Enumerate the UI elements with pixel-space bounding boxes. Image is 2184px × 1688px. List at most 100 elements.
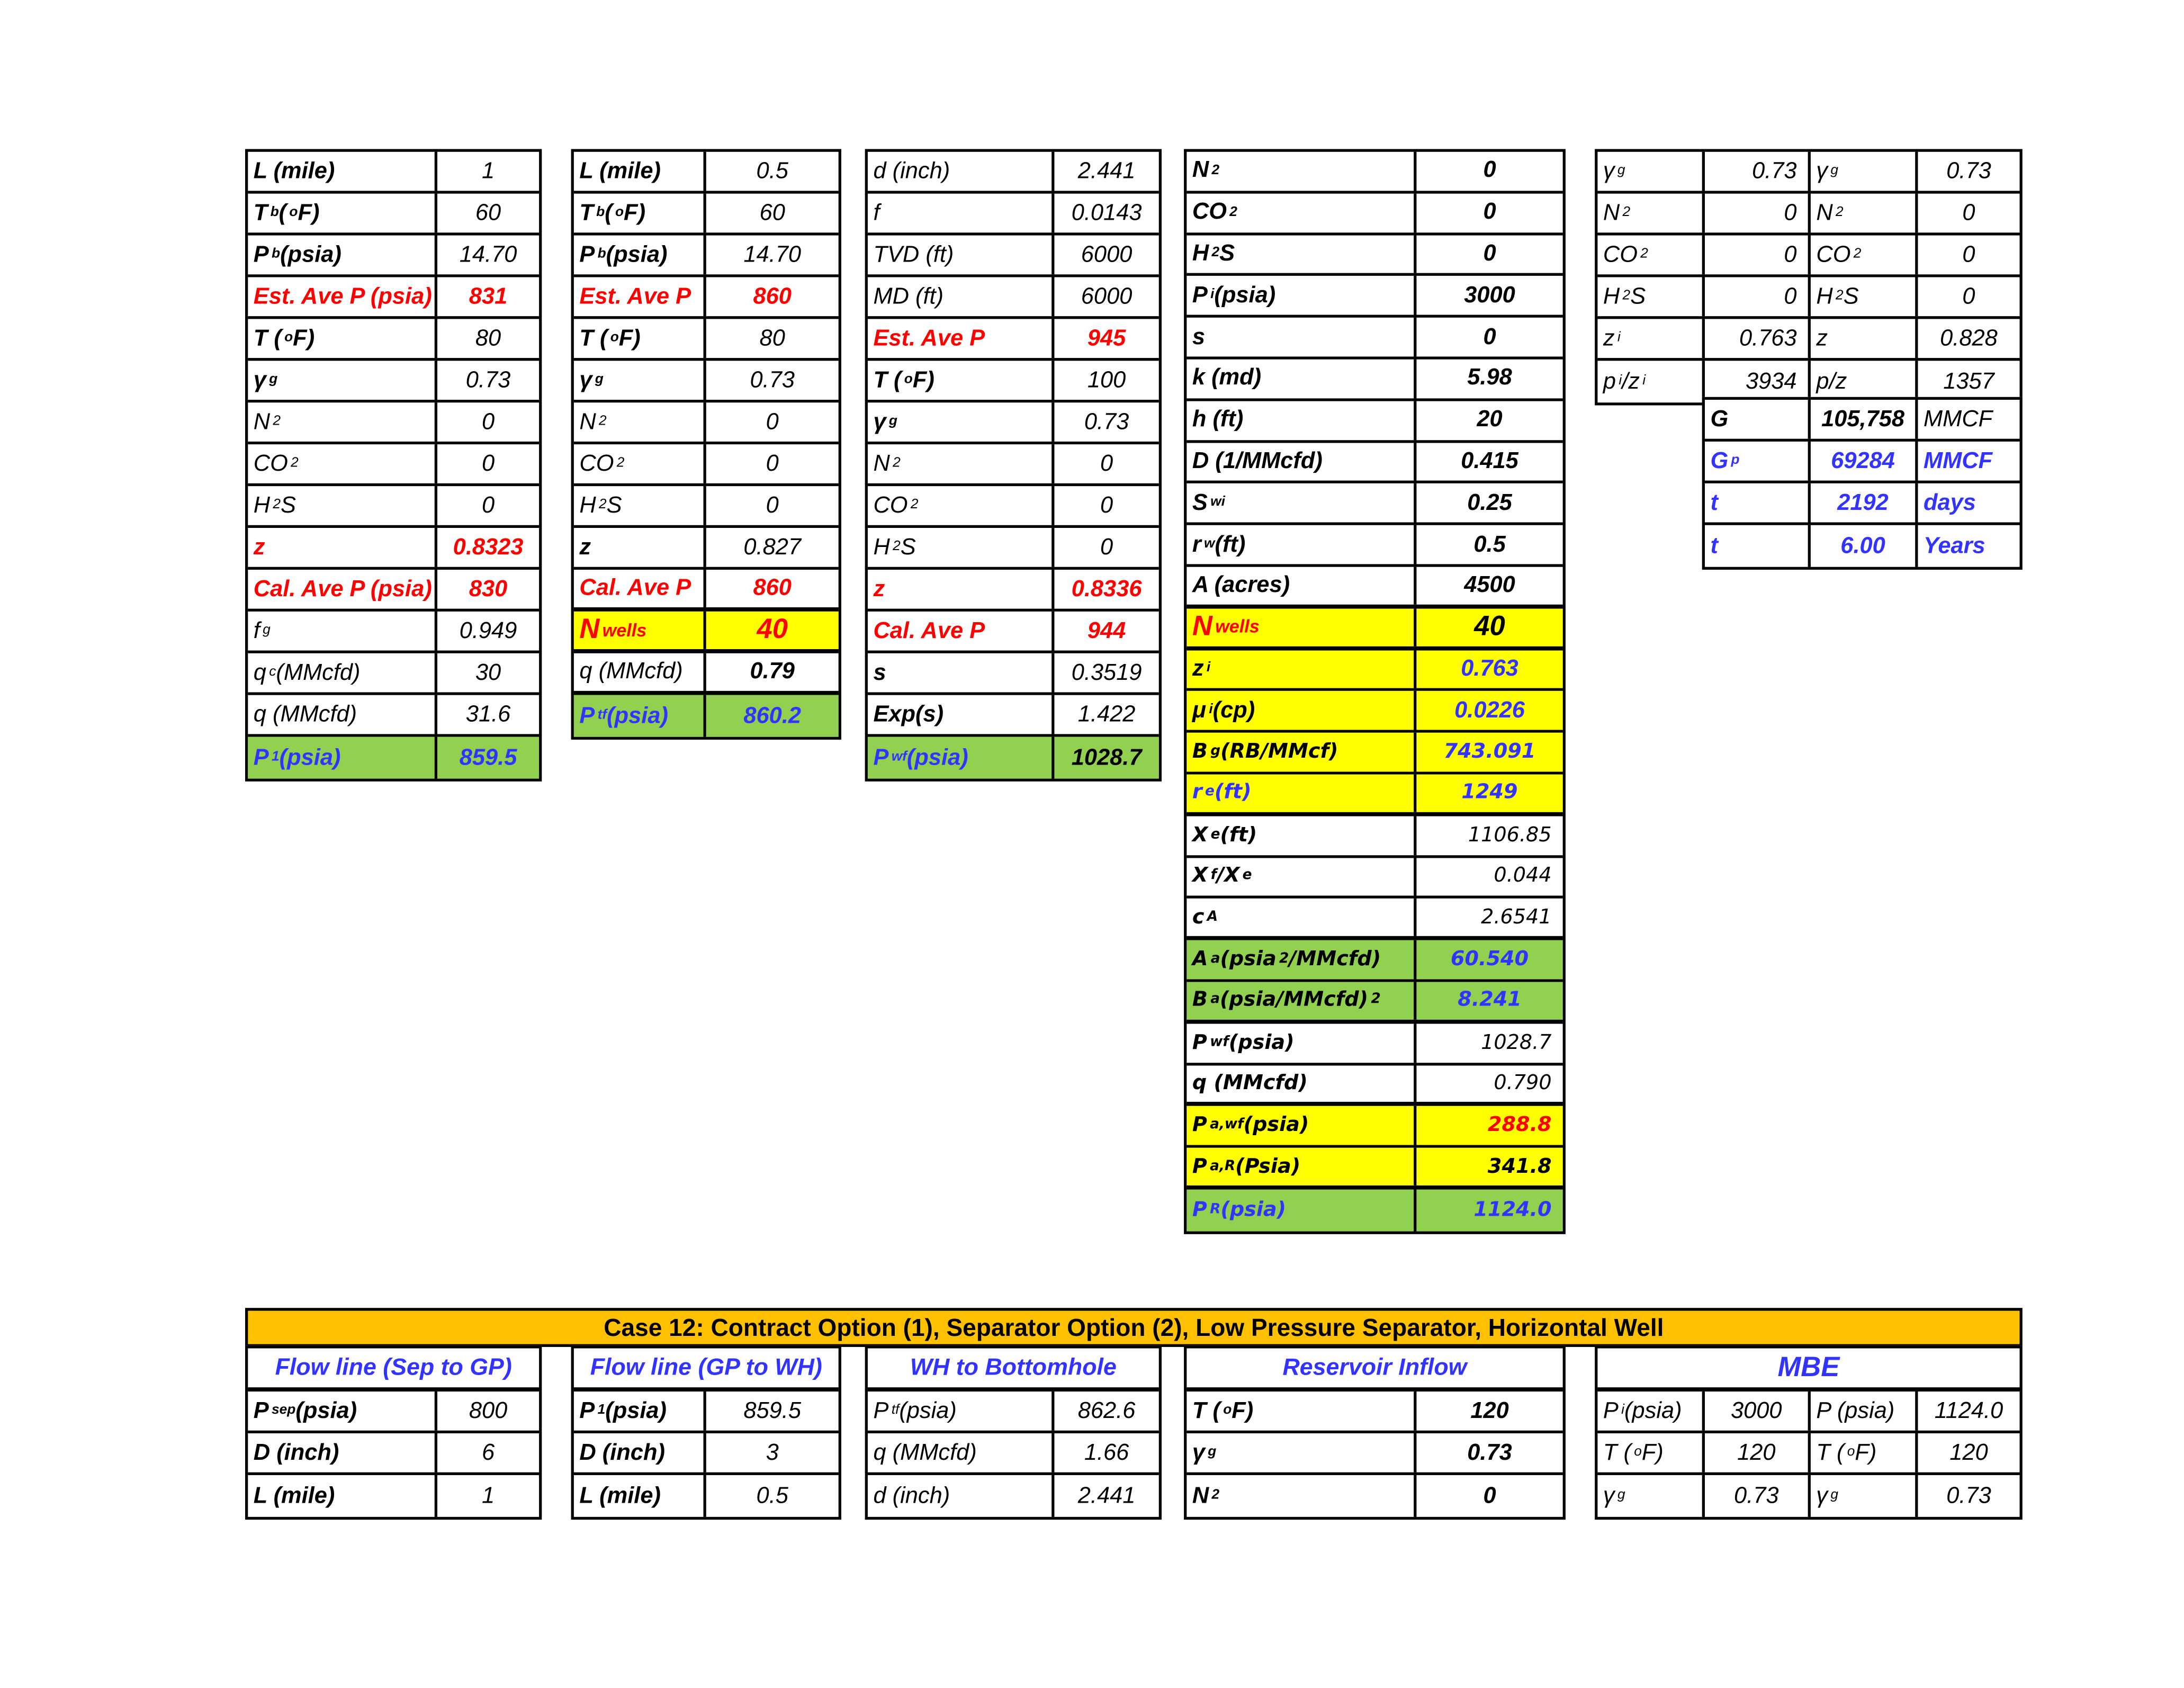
label-text: p (1603, 368, 1616, 394)
table-row: q (MMcfd) 0.79 (573, 653, 839, 695)
label-text: c (1192, 906, 1205, 929)
label-text: CO (1603, 241, 1638, 267)
parameter-label-cell: P (psia) (1811, 1391, 1918, 1431)
label-text: γ (873, 409, 886, 434)
parameter-label-cell: q (MMcfd) (248, 695, 438, 734)
label-text: B (1192, 741, 1208, 764)
label-text: N (579, 409, 596, 434)
parameter-value-cell: 800 (469, 1397, 508, 1423)
table-row: D (inch) 6 (248, 1433, 540, 1475)
section-title: MBE (1597, 1349, 2020, 1392)
parameter-label-cell: MMCF (1923, 406, 1993, 432)
label-text: (psia) (605, 1397, 667, 1423)
table-row: z 0.827 (573, 528, 839, 570)
parameter-label-cell: MMCF (1923, 447, 1993, 473)
label-text: P (253, 241, 269, 267)
parameter-value-cell: 0.73 (1705, 151, 1811, 191)
parameter-label-cell: t (1705, 483, 1811, 523)
parameter-value-cell: 0.8336 (1071, 576, 1142, 601)
label-text: N (1192, 610, 1212, 642)
parameter-label-cell: Est. Ave P (psia) (248, 277, 438, 317)
parameter-value-cell: 30 (475, 659, 501, 685)
table-row: γ g 0.73 (1187, 1433, 1563, 1475)
parameter-value-cell: 0.828 (1940, 325, 1998, 351)
label-text: P (253, 744, 269, 770)
parameter-value-cell: 14.70 (459, 241, 517, 267)
label-text: (psia/MMcfd) (1220, 989, 1369, 1012)
parameter-value-cell: 0 (481, 451, 495, 476)
parameter-value-cell: 0 (1483, 158, 1496, 183)
label-text: P (1192, 1155, 1207, 1178)
table-row: CO 2 0 (248, 444, 540, 487)
label-text: T ( (1192, 1397, 1220, 1423)
table-row: k (md) 5.98 (1187, 359, 1563, 401)
parameter-value-cell: 0 (1705, 193, 1811, 233)
parameter-value-cell: 6 (481, 1439, 495, 1465)
label-text: P (873, 1397, 889, 1423)
parameter-value-cell: 0.0143 (1071, 200, 1142, 225)
label-text: (MMcfd) (276, 659, 361, 685)
parameter-label-cell: T (o F) (868, 361, 1055, 400)
parameter-label-cell: Est. Ave P (868, 319, 1055, 358)
parameter-value-cell: 40 (706, 611, 839, 649)
parameter-value-cell: 0 (766, 451, 779, 476)
parameter-value-cell: 0.73 (465, 367, 511, 392)
table-row: T (o F) 80 (248, 319, 540, 361)
parameter-value-cell: 0.415 (1461, 448, 1518, 474)
table-row: CO 2 0 CO 2 0 (1597, 235, 2020, 277)
summary-reservoir-inflow: Reservoir Inflow T (o F) 120 γ g 0.73 N 2 0 (1184, 1345, 1566, 1520)
parameter-value-cell: 0.5 (756, 1483, 788, 1508)
parameter-value-cell: 60 (475, 200, 501, 225)
label-text: F) (912, 367, 934, 392)
parameter-label-cell: s (868, 653, 1055, 693)
parameter-value-cell: 0 (1962, 241, 1975, 267)
label-text: T ( (873, 367, 902, 392)
label-text: F) (298, 200, 320, 225)
parameter-value-cell: 1249 (1416, 774, 1563, 812)
parameter-label-cell: A (acres) (1187, 567, 1417, 605)
label-text: /MMcfd) (1289, 948, 1381, 971)
parameter-label-cell: p/z (1811, 361, 1918, 403)
label-text: T ( (1816, 1439, 1845, 1465)
parameter-label-cell: z (1811, 319, 1918, 358)
table-row: L (mile) 0.5 (574, 1475, 839, 1517)
label-text: γ (1816, 158, 1828, 183)
label-text: (cp) (1212, 697, 1255, 723)
table-row: t 2192 days (1704, 483, 2020, 525)
table-row: γ g 0.73 (248, 361, 540, 403)
parameter-label-cell: CO 2 (574, 444, 706, 483)
label-text: γ (1603, 1483, 1615, 1508)
table-row: Est. Ave P (psia) 831 (248, 277, 540, 319)
label-text: r (1192, 782, 1202, 804)
parameter-value-cell: 0 (1483, 199, 1496, 225)
table-row: z i 0.763 (1187, 650, 1563, 692)
label-text: F) (1641, 1439, 1664, 1465)
label-text: /X (1217, 865, 1240, 888)
parameter-label-cell: q (MMcfd) (868, 1433, 1055, 1472)
label-text: CO (1816, 241, 1851, 267)
label-text: CO (1192, 199, 1227, 225)
label-text: F) (293, 325, 315, 351)
parameter-label-cell: G (1705, 400, 1811, 439)
label-text: (psia) (606, 241, 668, 267)
table-row: T (o F) 120 (1187, 1391, 1563, 1433)
table-row: A (acres) 4500 (1187, 567, 1563, 608)
parameter-value-cell: 0.044 (1494, 865, 1552, 888)
parameter-label-cell: D (inch) (248, 1433, 438, 1472)
label-text: S (1843, 283, 1859, 309)
